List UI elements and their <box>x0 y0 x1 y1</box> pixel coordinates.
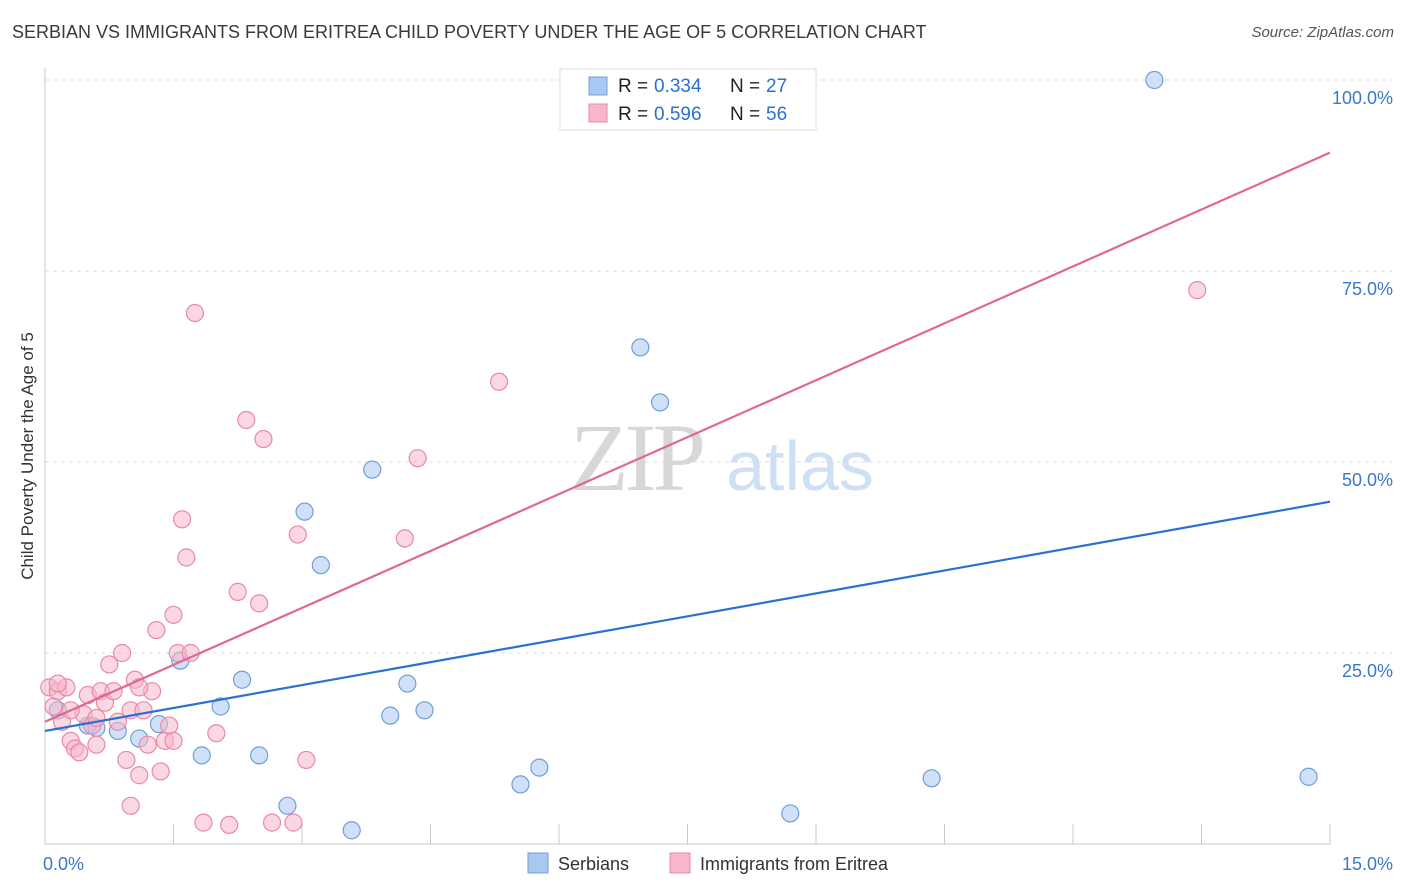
point-eritrea-17 <box>112 643 132 663</box>
legend-swatch-eritrea <box>588 103 608 123</box>
point-serbians-18 <box>415 701 434 720</box>
point-eritrea-26 <box>151 762 170 781</box>
point-eritrea-11 <box>87 735 106 754</box>
point-serbians-12 <box>295 502 314 521</box>
point-eritrea-21 <box>130 766 149 785</box>
series-legend-swatch-eritrea <box>669 852 691 874</box>
point-eritrea-35 <box>194 813 213 832</box>
point-eritrea-7 <box>70 743 89 762</box>
y-tick-label-3: 100.0% <box>1332 88 1393 108</box>
stats-n-label-1: N = <box>730 104 760 125</box>
y-tick-labels: 25.0% 50.0% 75.0% 100.0% <box>1332 88 1393 681</box>
point-eritrea-41 <box>254 429 273 449</box>
point-serbians-17 <box>398 674 417 693</box>
source-label: Source: ZipAtlas.com <box>1251 24 1394 41</box>
trend-line-serbians <box>44 500 1331 733</box>
point-serbians-10 <box>250 746 269 765</box>
point-eritrea-51 <box>130 678 149 697</box>
watermark-zip: ZIP <box>570 404 703 511</box>
point-eritrea-25 <box>147 620 166 640</box>
point-eritrea-23 <box>138 735 157 754</box>
point-eritrea-49 <box>121 796 140 815</box>
y-tick-label-0: 25.0% <box>1342 661 1393 681</box>
point-serbians-21 <box>631 338 650 357</box>
point-serbians-15 <box>363 460 382 479</box>
point-eritrea-45 <box>297 750 316 770</box>
point-eritrea-32 <box>177 548 196 567</box>
series-legend-swatch-serbians <box>527 852 549 874</box>
point-serbians-24 <box>922 769 941 788</box>
point-eritrea-22 <box>134 701 153 720</box>
stats-n-label-0: N = <box>730 76 760 97</box>
series-legend: Serbians Immigrants from Eritrea <box>527 852 889 874</box>
point-eritrea-54 <box>48 674 67 693</box>
stats-r-label-1: R = <box>618 104 648 125</box>
chart-title: SERBIAN VS IMMIGRANTS FROM ERITREA CHILD… <box>12 22 927 42</box>
point-eritrea-46 <box>395 529 414 548</box>
point-serbians-9 <box>232 670 252 689</box>
point-serbians-7 <box>192 746 211 765</box>
point-serbians-14 <box>342 821 361 840</box>
point-serbians-22 <box>650 393 670 412</box>
point-eritrea-39 <box>237 410 256 430</box>
point-serbians-26 <box>1299 767 1318 786</box>
point-eritrea-34 <box>185 303 205 323</box>
data-points <box>40 70 1318 840</box>
point-eritrea-42 <box>262 813 282 832</box>
y-tick-label-2: 75.0% <box>1342 279 1393 299</box>
y-axis-label: Child Poverty Under the Age of 5 <box>18 332 37 580</box>
point-eritrea-1 <box>44 697 63 716</box>
point-eritrea-28 <box>160 716 179 735</box>
series-legend-label-eritrea: Immigrants from Eritrea <box>700 854 889 874</box>
point-serbians-16 <box>381 706 400 725</box>
gridlines <box>45 79 1392 654</box>
stats-legend: R = 0.334 N = 27 R = 0.596 N = 56 <box>559 68 817 131</box>
point-eritrea-55 <box>1188 281 1207 300</box>
stats-n-value-1: 56 <box>766 104 787 125</box>
point-eritrea-29 <box>164 605 183 624</box>
axes <box>44 68 1331 845</box>
x-tick-label-1: 15.0% <box>1342 854 1393 874</box>
trend-line-eritrea <box>44 151 1331 723</box>
point-serbians-20 <box>530 758 549 777</box>
point-eritrea-37 <box>220 815 239 835</box>
point-serbians-11 <box>278 796 297 815</box>
legend-swatch-serbians <box>588 76 608 96</box>
watermark: ZIP atlas <box>570 404 874 511</box>
point-serbians-25 <box>1145 70 1164 90</box>
point-eritrea-40 <box>250 594 269 613</box>
point-eritrea-36 <box>207 724 226 743</box>
point-serbians-23 <box>781 804 800 823</box>
point-eritrea-43 <box>284 813 303 832</box>
x-tick-label-0: 0.0% <box>43 854 84 874</box>
point-eritrea-31 <box>172 510 192 529</box>
series-legend-label-serbians: Serbians <box>558 854 629 874</box>
stats-r-label-0: R = <box>618 76 648 97</box>
point-eritrea-48 <box>489 372 509 391</box>
point-eritrea-38 <box>228 582 247 601</box>
y-tick-label-1: 50.0% <box>1342 470 1393 490</box>
stats-r-value-0: 0.334 <box>654 76 702 97</box>
stats-r-value-1: 0.596 <box>654 104 702 125</box>
x-tick-labels: 0.0% 15.0% <box>43 854 1393 874</box>
point-serbians-13 <box>311 556 330 575</box>
point-eritrea-44 <box>288 525 307 544</box>
point-serbians-19 <box>511 775 530 794</box>
trend-lines <box>44 151 1331 733</box>
point-eritrea-47 <box>408 449 427 468</box>
point-eritrea-53 <box>164 731 183 750</box>
point-eritrea-14 <box>100 655 119 674</box>
watermark-atlas: atlas <box>726 427 874 505</box>
stats-n-value-0: 27 <box>766 76 787 97</box>
point-eritrea-18 <box>117 750 136 770</box>
point-serbians-8 <box>211 697 230 716</box>
